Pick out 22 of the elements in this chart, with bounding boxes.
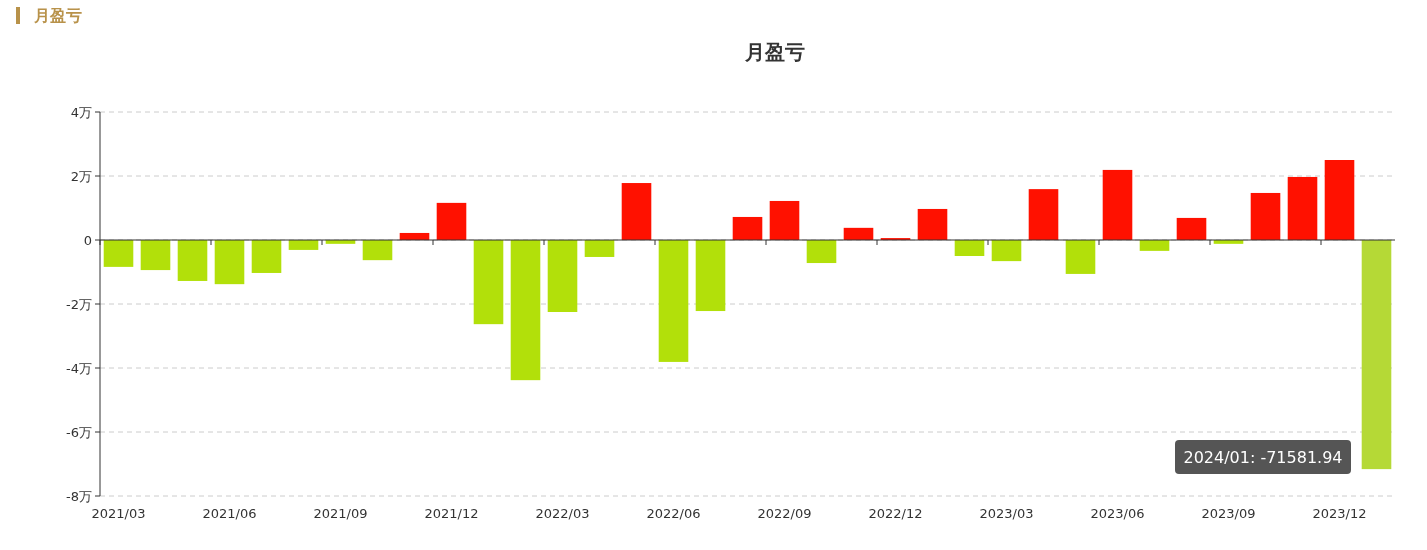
y-tick-label: -2万 [66,297,92,312]
x-tick-label: 2022/03 [535,506,590,521]
x-tick-label: 2022/06 [646,506,701,521]
x-tick-label: 2022/12 [868,506,923,521]
y-tick-label: 2万 [70,169,92,184]
x-tick-label: 2021/12 [424,506,479,521]
x-tick-label: 2023/06 [1090,506,1145,521]
annotation: 2024/01: -71581.94 [1183,448,1343,467]
x-tick-label: 2023/12 [1312,506,1367,521]
chart-title: 月盈亏 [743,40,805,64]
x-tick-label: 2023/09 [1201,506,1256,521]
x-tick-label: 2021/06 [202,506,257,521]
x-tick-label: 2021/09 [313,506,368,521]
y-tick-label: 0 [83,233,92,248]
text: 月盈亏 [33,6,82,25]
y-tick-label: 4万 [70,105,92,120]
x-tick-label: 2022/09 [757,506,812,521]
y-tick-label: -4万 [66,361,92,376]
y-tick-label: -8万 [66,489,92,504]
x-tick-label: 2021/03 [91,506,146,521]
x-tick-label: 2023/03 [979,506,1034,521]
y-tick-label: -6万 [66,425,92,440]
